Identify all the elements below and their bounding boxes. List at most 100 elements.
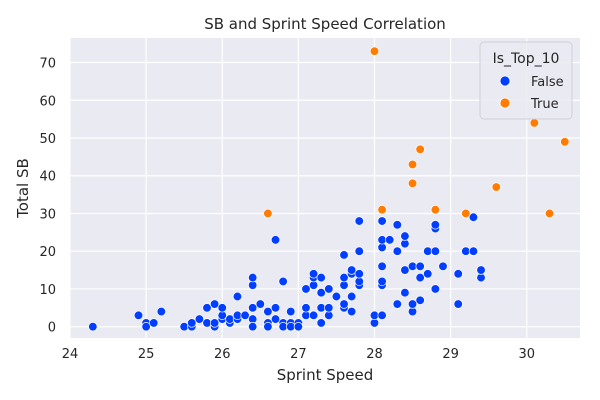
data-point-false — [301, 284, 311, 294]
data-point-false — [354, 269, 364, 279]
data-point-false — [255, 299, 265, 309]
data-point-true — [430, 205, 441, 215]
data-point-false — [346, 291, 357, 302]
data-point-false — [270, 314, 281, 324]
data-point-false — [88, 322, 98, 332]
x-tick-label: 28 — [366, 347, 383, 362]
y-tick-label: 30 — [39, 207, 56, 222]
x-tick-label: 29 — [442, 347, 459, 362]
x-tick-label: 25 — [138, 347, 155, 362]
y-tick-label: 10 — [39, 283, 56, 298]
legend-label-false: False — [531, 75, 564, 90]
data-point-false — [316, 288, 326, 298]
data-point-false — [308, 269, 319, 279]
data-point-false — [468, 212, 479, 222]
data-point-false — [324, 303, 334, 313]
data-point-false — [331, 291, 342, 302]
data-point-false — [415, 272, 425, 283]
data-point-false — [209, 318, 220, 328]
data-point-false — [209, 299, 220, 309]
data-point-false — [339, 272, 349, 283]
x-tick-label: 27 — [290, 347, 307, 362]
y-axis-label: Total SB — [14, 158, 32, 219]
legend-label-true: True — [530, 97, 559, 112]
data-point-false — [339, 250, 349, 260]
data-point-false — [240, 310, 250, 321]
data-point-false — [232, 291, 243, 302]
data-point-false — [354, 216, 364, 226]
data-point-false — [149, 318, 159, 328]
data-point-false — [438, 261, 448, 271]
data-point-false — [187, 318, 197, 328]
x-tick-label: 24 — [62, 347, 79, 362]
data-point-false — [263, 322, 273, 332]
data-point-true — [263, 208, 273, 219]
data-points — [88, 46, 570, 332]
data-point-false — [392, 299, 402, 309]
data-point-false — [377, 310, 387, 321]
data-point-false — [293, 322, 304, 332]
data-point-true — [407, 159, 418, 170]
data-point-false — [263, 306, 273, 317]
data-point-true — [491, 182, 501, 192]
data-point-false — [430, 220, 441, 230]
data-point-false — [248, 272, 258, 283]
data-point-false — [407, 299, 418, 309]
data-point-false — [377, 261, 387, 271]
data-point-true — [560, 137, 570, 147]
y-tick-label: 20 — [39, 245, 56, 260]
y-tick-label: 40 — [39, 170, 56, 185]
legend-title: Is_Top_10 — [493, 51, 560, 67]
data-point-false — [377, 276, 387, 287]
data-point-false — [141, 322, 151, 332]
data-point-false — [392, 246, 402, 256]
data-point-false — [400, 288, 410, 298]
data-point-false — [453, 269, 463, 279]
data-point-false — [385, 235, 395, 245]
data-point-false — [308, 310, 319, 321]
y-tick-labels: 0 10 20 30 40 50 60 70 — [39, 57, 56, 336]
data-point-false — [270, 235, 281, 245]
data-point-false — [468, 246, 479, 256]
data-point-false — [217, 303, 227, 313]
data-point-true — [415, 144, 425, 154]
y-tick-label: 50 — [39, 132, 56, 147]
data-point-false — [400, 231, 410, 241]
y-tick-label: 70 — [39, 57, 56, 72]
data-point-false — [400, 265, 410, 275]
data-point-true — [461, 208, 471, 219]
data-point-false — [423, 269, 433, 279]
data-point-true — [544, 208, 555, 219]
grid-lines — [69, 38, 580, 338]
data-point-false — [346, 265, 357, 275]
data-point-false — [156, 306, 166, 317]
data-point-false — [194, 314, 205, 324]
data-point-false — [453, 299, 463, 309]
data-point-false — [354, 246, 364, 256]
data-point-true — [369, 46, 380, 56]
legend-marker-true — [499, 97, 511, 109]
data-point-false — [346, 306, 357, 317]
data-point-false — [301, 303, 311, 313]
data-point-false — [430, 246, 441, 256]
data-point-false — [316, 318, 326, 328]
data-point-false — [316, 272, 326, 283]
x-tick-label: 30 — [518, 347, 535, 362]
data-point-false — [133, 310, 144, 321]
data-point-false — [278, 276, 288, 287]
data-point-false — [415, 295, 425, 305]
data-point-false — [270, 303, 281, 313]
legend: Is_Top_10 False True — [479, 41, 573, 120]
data-point-false — [324, 284, 334, 294]
x-axis-label: Sprint Speed — [277, 366, 374, 384]
data-point-false — [248, 322, 258, 332]
data-point-false — [202, 303, 212, 313]
data-point-false — [392, 220, 402, 230]
data-point-false — [339, 299, 349, 309]
chart-title: SB and Sprint Speed Correlation — [204, 15, 446, 33]
data-point-false — [377, 216, 387, 226]
y-tick-label: 60 — [39, 94, 56, 109]
data-point-true — [377, 205, 387, 215]
x-tick-labels: 24 25 26 27 28 29 30 — [62, 347, 535, 362]
